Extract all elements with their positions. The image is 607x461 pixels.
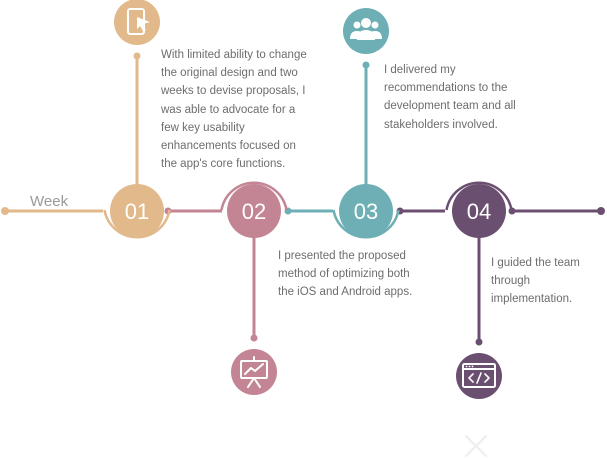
step-03-number: 03 (354, 199, 378, 224)
timeline-end-dot (597, 207, 605, 215)
step-04-number-circle (452, 184, 506, 238)
step-04: 04 (445, 181, 513, 399)
team-group-icon (350, 18, 382, 40)
presentation-board-icon (240, 356, 268, 388)
step-02-icon-circle (231, 349, 277, 395)
step-01-description: With limited ability to change the origi… (161, 49, 307, 171)
step-03-connector-dot (362, 61, 370, 69)
code-window-icon (462, 363, 496, 388)
step-02-connector-dot (250, 334, 258, 342)
step-03-number-circle (339, 184, 393, 238)
step-01: 01 (103, 0, 171, 239)
step-02-description: I presented the proposed method of optim… (278, 250, 413, 299)
step-04-description: I guided the team through implementation… (491, 257, 580, 306)
step-02-number-circle (227, 184, 281, 238)
step-01-connector-dot (133, 52, 141, 60)
timeline-start-dot (1, 207, 9, 215)
faint-cross-mark (465, 435, 487, 457)
step-02-ring (220, 181, 288, 211)
week-label: Week (30, 193, 69, 210)
step-02: 02 (220, 181, 288, 395)
step-04-number: 04 (467, 199, 491, 224)
step-02-number: 02 (242, 199, 266, 224)
step-03-description: I delivered my recommendations to the de… (384, 64, 516, 131)
step-01-number: 01 (125, 199, 149, 224)
step-04-ring (445, 181, 513, 211)
step-01-number-circle (110, 184, 164, 238)
step-03: 03 (332, 8, 400, 239)
step-04-connector-dot (475, 338, 483, 346)
tablet-pointer-icon (127, 8, 150, 35)
